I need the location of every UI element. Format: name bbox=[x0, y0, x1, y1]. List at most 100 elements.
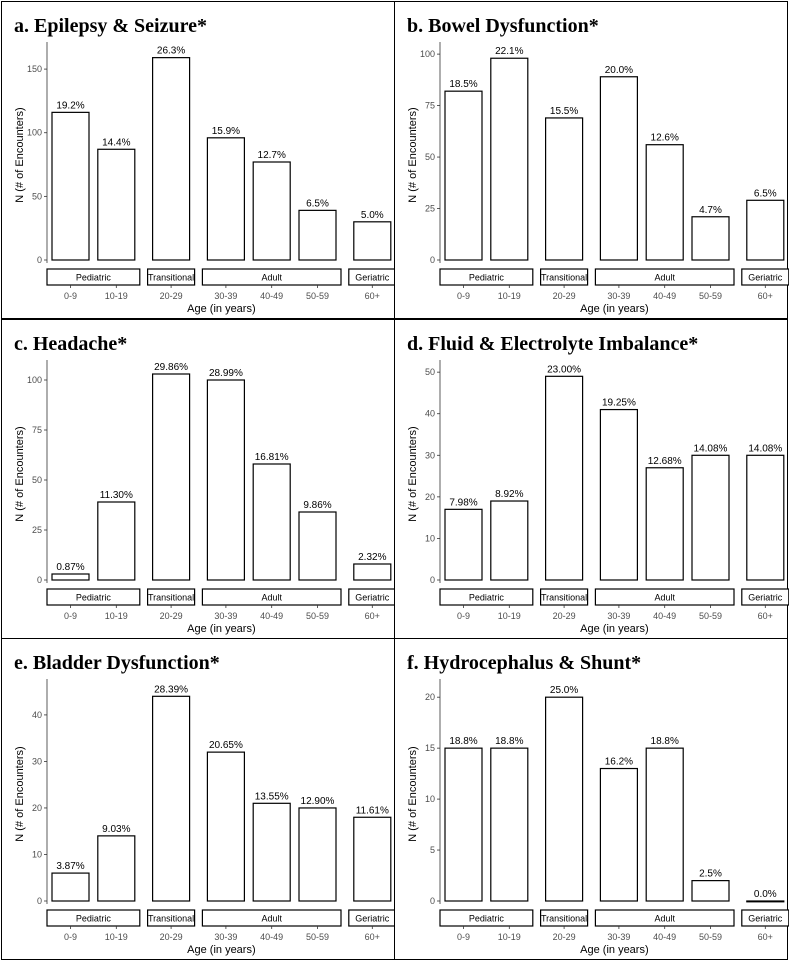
bar bbox=[746, 454, 785, 581]
bar-data-label: 18.8% bbox=[449, 736, 477, 747]
chart-panel-2: b. Bowel Dysfunction* 0 25 50 75 100 N (# of E… bbox=[394, 1, 789, 319]
y-tick-label: 100 bbox=[27, 128, 42, 138]
age-group-label: Adult bbox=[654, 273, 675, 283]
bar-data-label: 25.0% bbox=[550, 685, 578, 696]
bar-data-label: 2.5% bbox=[699, 869, 722, 880]
bar bbox=[645, 467, 684, 581]
bar-data-label: 29.86% bbox=[154, 362, 188, 373]
y-tick-label: 20 bbox=[32, 803, 42, 813]
x-tick-label: 10-19 bbox=[105, 932, 128, 942]
y-tick-label: 30 bbox=[32, 756, 42, 766]
age-group-label: Geriatric bbox=[748, 273, 783, 283]
x-tick-label: 30-39 bbox=[214, 611, 237, 621]
bar bbox=[206, 379, 245, 581]
x-tick-label: 20-29 bbox=[553, 291, 576, 301]
age-group-label: Transitional bbox=[541, 593, 587, 603]
x-tick-label: 10-19 bbox=[105, 291, 128, 301]
age-group-label: Pediatric bbox=[76, 914, 112, 924]
bar-data-label: 23.00% bbox=[547, 364, 581, 375]
bar bbox=[645, 747, 684, 902]
y-tick-label: 50 bbox=[32, 475, 42, 485]
age-group-label: Transitional bbox=[148, 914, 194, 924]
x-tick-label: 0-9 bbox=[457, 932, 470, 942]
bar bbox=[298, 511, 337, 581]
x-tick-label: 20-29 bbox=[160, 291, 183, 301]
age-group-label: Adult bbox=[261, 273, 282, 283]
age-group-label: Geriatric bbox=[355, 593, 390, 603]
x-tick-label: 60+ bbox=[365, 932, 380, 942]
bar-data-label: 14.08% bbox=[748, 443, 782, 454]
chart-svg: c. Headache* 0 25 50 75 100 N (# of Encounters… bbox=[14, 333, 396, 635]
y-axis-label: N (# of Encounters) bbox=[407, 746, 419, 841]
chart-panel-6: f. Hydrocephalus & Shunt* 0 5 10 15 20 N (# of… bbox=[394, 638, 789, 960]
y-tick-label: 100 bbox=[27, 375, 42, 385]
age-group-box bbox=[439, 588, 534, 606]
x-tick-label: 20-29 bbox=[160, 611, 183, 621]
age-group-label: Transitional bbox=[148, 273, 194, 283]
y-tick-label: 0 bbox=[37, 896, 42, 906]
x-tick-label: 30-39 bbox=[214, 291, 237, 301]
y-tick-label: 25 bbox=[425, 204, 435, 214]
bar bbox=[444, 90, 483, 261]
y-tick-label: 10 bbox=[425, 533, 435, 543]
bar bbox=[152, 57, 191, 261]
bar-data-label: 16.2% bbox=[605, 757, 633, 768]
bar bbox=[51, 111, 90, 261]
bar bbox=[152, 373, 191, 581]
y-tick-label: 10 bbox=[425, 794, 435, 804]
bar-data-label: 7.98% bbox=[449, 497, 477, 508]
x-tick-label: 60+ bbox=[758, 932, 773, 942]
y-axis-label: N (# of Encounters) bbox=[14, 107, 26, 202]
y-tick-label: 5 bbox=[430, 845, 435, 855]
x-axis-label: Age (in years) bbox=[187, 623, 255, 635]
x-tick-label: 10-19 bbox=[498, 611, 521, 621]
x-tick-label: 30-39 bbox=[214, 932, 237, 942]
bar bbox=[746, 900, 785, 903]
bar bbox=[599, 76, 638, 261]
age-group-box bbox=[46, 268, 141, 286]
x-tick-label: 10-19 bbox=[105, 611, 128, 621]
y-tick-label: 150 bbox=[27, 64, 42, 74]
age-group-label: Adult bbox=[261, 914, 282, 924]
bar bbox=[252, 161, 291, 261]
x-axis-label: Age (in years) bbox=[187, 944, 255, 956]
y-tick-label: 50 bbox=[425, 152, 435, 162]
chart-title: c. Headache* bbox=[14, 333, 127, 355]
x-tick-label: 20-29 bbox=[553, 932, 576, 942]
bar bbox=[444, 508, 483, 581]
age-group-label: Adult bbox=[261, 593, 282, 603]
bar-data-label: 5.0% bbox=[361, 210, 384, 221]
y-tick-label: 0 bbox=[430, 255, 435, 265]
x-tick-label: 60+ bbox=[365, 611, 380, 621]
x-tick-label: 40-49 bbox=[653, 932, 676, 942]
bar-data-label: 4.7% bbox=[699, 205, 722, 216]
bar-data-label: 6.5% bbox=[754, 188, 777, 199]
bar-data-label: 12.90% bbox=[301, 796, 335, 807]
x-tick-label: 40-49 bbox=[260, 611, 283, 621]
bar bbox=[353, 221, 392, 261]
bar bbox=[490, 500, 529, 581]
x-tick-label: 50-59 bbox=[699, 932, 722, 942]
bar-data-label: 6.5% bbox=[306, 198, 329, 209]
bar bbox=[444, 747, 483, 902]
x-axis-label: Age (in years) bbox=[580, 303, 648, 315]
x-tick-label: 0-9 bbox=[457, 291, 470, 301]
y-tick-label: 40 bbox=[425, 409, 435, 419]
y-tick-label: 0 bbox=[430, 896, 435, 906]
bar-data-label: 20.65% bbox=[209, 740, 243, 751]
age-group-label: Transitional bbox=[541, 914, 587, 924]
age-group-label: Pediatric bbox=[76, 593, 112, 603]
age-group-box bbox=[439, 268, 534, 286]
y-axis-label: N (# of Encounters) bbox=[14, 746, 26, 841]
y-tick-label: 20 bbox=[425, 692, 435, 702]
age-group-box bbox=[46, 588, 141, 606]
y-tick-label: 15 bbox=[425, 743, 435, 753]
bar bbox=[353, 563, 392, 581]
bar bbox=[490, 747, 529, 902]
age-group-box bbox=[46, 909, 141, 927]
x-tick-label: 10-19 bbox=[498, 291, 521, 301]
x-axis-label: Age (in years) bbox=[580, 623, 648, 635]
bar bbox=[545, 375, 584, 581]
bar-data-label: 19.25% bbox=[602, 398, 636, 409]
bar-data-label: 28.99% bbox=[209, 368, 243, 379]
